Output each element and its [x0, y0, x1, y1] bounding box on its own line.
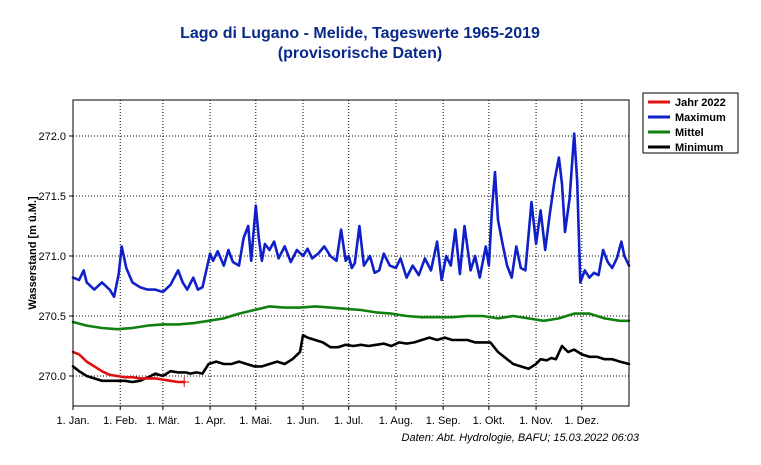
plot-frame [72, 99, 630, 407]
x-tick-label: 1. Jun. [287, 415, 320, 427]
legend: Jahr 2022 Maximum Mittel Minimum [642, 92, 739, 154]
chart-title: Lago di Lugano - Melide, Tageswerte 1965… [60, 24, 660, 64]
x-tick-label: 1. Dez. [564, 415, 599, 427]
legend-label-mittel: Mittel [675, 127, 704, 139]
y-axis: 270.0 270.5 271.0 271.5 272.0 [38, 131, 73, 383]
y-tick-label: 271.5 [38, 191, 66, 203]
x-tick-label: 1. Mai. [239, 415, 272, 427]
series-line-jahr-2022 [71, 350, 186, 384]
data-source-note: Daten: Abt. Hydrologie, BAFU; 15.03.2022… [401, 432, 639, 444]
x-tick-label: 1. Jan. [56, 415, 89, 427]
x-tick-label: 1. Sep. [426, 415, 461, 427]
chart-subtitle: (provisorische Daten) [277, 45, 443, 62]
x-tick-label: 1. Feb. [103, 415, 137, 427]
series-line-minimum [71, 333, 631, 384]
legend-label-minimum: Minimum [675, 142, 723, 154]
y-tick-label: 270.5 [38, 311, 66, 323]
chart-title-line1: Lago di Lugano - Melide, Tageswerte 1965… [180, 25, 540, 42]
y-tick-label: 270.0 [38, 371, 66, 383]
x-tick-label: 1. Mär. [146, 415, 180, 427]
y-axis-label: Wasserstand [m ü.M.] [27, 196, 39, 310]
legend-label-jahr-2022: Jahr 2022 [675, 97, 726, 109]
series-lines [71, 132, 631, 387]
legend-label-maximum: Maximum [675, 112, 726, 124]
y-tick-label: 272.0 [38, 131, 66, 143]
x-tick-label: 1. Aug. [379, 415, 413, 427]
y-tick-label: 271.0 [38, 251, 66, 263]
x-tick-label: 1. Apr. [194, 415, 225, 427]
series-line-maximum [71, 132, 631, 299]
x-axis: 1. Jan. 1. Feb. 1. Mär. 1. Apr. 1. Mai. 1. Ju… [56, 406, 599, 427]
x-tick-label: 1. Jul. [334, 415, 363, 427]
series-line-mittel [71, 305, 631, 331]
x-tick-label: 1. Okt. [473, 415, 505, 427]
x-tick-label: 1. Nov. [519, 415, 553, 427]
